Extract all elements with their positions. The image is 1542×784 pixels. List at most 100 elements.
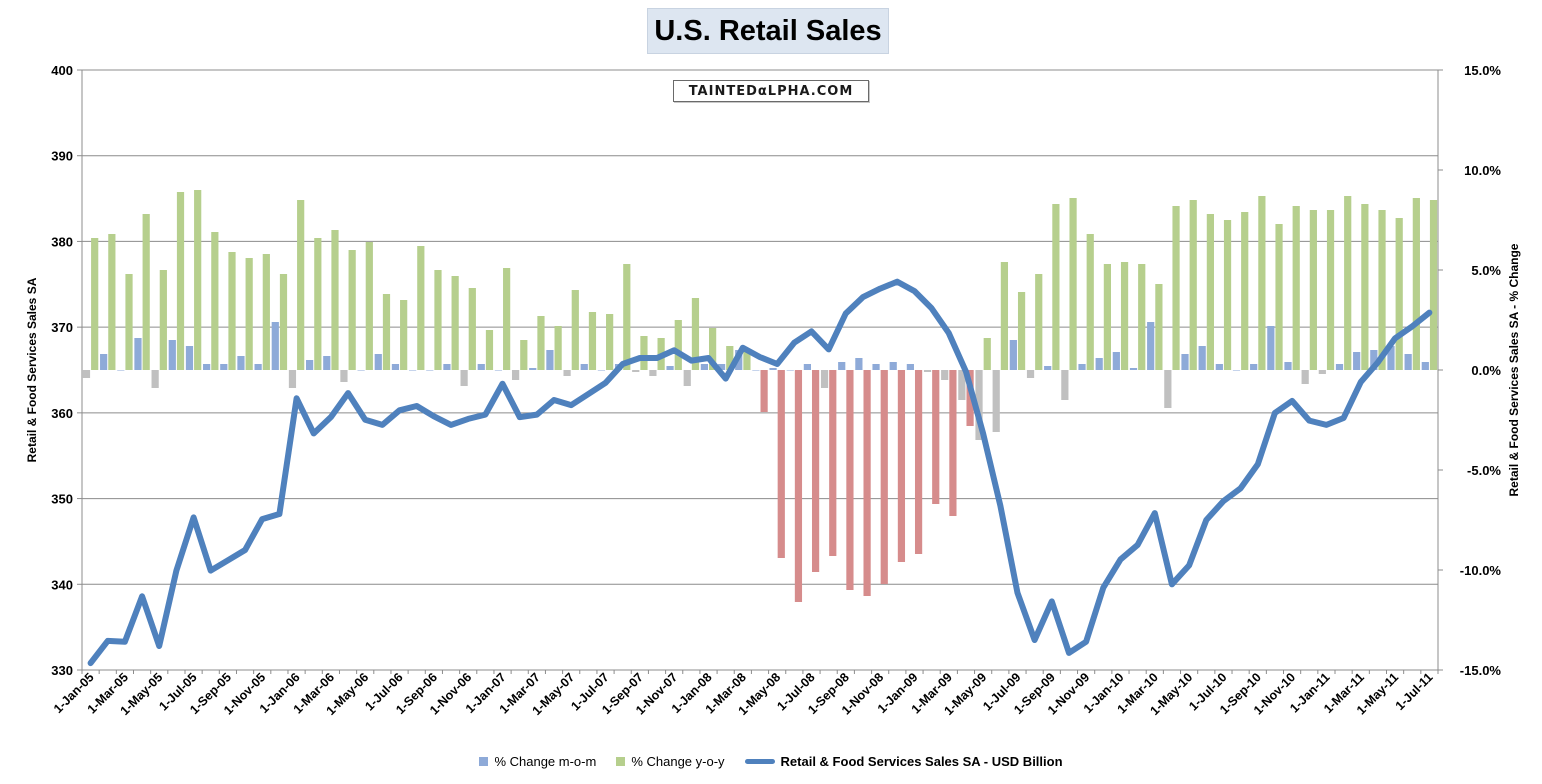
yoy-bar xyxy=(1326,210,1335,370)
sales-line xyxy=(87,278,1433,667)
yoy-bar xyxy=(691,298,700,370)
legend-label-yoy: % Change y-o-y xyxy=(631,753,725,769)
yoy-bar xyxy=(1429,200,1438,370)
left-axis-ticks: 330 340 350 360 370 380 390 400 xyxy=(51,63,82,678)
left-tick-label: 390 xyxy=(51,149,73,164)
yoy-bar xyxy=(674,320,682,370)
mom-bar xyxy=(168,340,176,370)
mom-bar xyxy=(203,364,211,370)
mom-bar xyxy=(254,364,262,370)
mom-bar xyxy=(117,370,125,371)
yoy-bar xyxy=(194,190,202,370)
yoy-bar xyxy=(1206,214,1214,370)
yoy-bar xyxy=(932,370,940,504)
legend-swatch-yoy xyxy=(616,756,626,766)
left-tick-label: 380 xyxy=(51,234,73,249)
right-tick-label: -5.0% xyxy=(1467,463,1501,478)
legend-label-level: Retail & Food Services Sales SA - USD Bi… xyxy=(780,753,1063,769)
right-axis-ticks: -15.0% -10.0% -5.0% 0.0% 5.0% 10.0% 15.0% xyxy=(1438,63,1501,678)
mom-bar xyxy=(82,370,91,378)
legend-item-yoy: % Change y-o-y xyxy=(616,753,725,769)
yoy-bar xyxy=(1292,206,1300,370)
mom-bar xyxy=(752,370,760,371)
yoy-bar xyxy=(1275,224,1283,370)
yoy-bar xyxy=(623,264,631,370)
yoy-bar xyxy=(914,370,923,554)
mom-bar xyxy=(511,370,520,380)
yoy-bar xyxy=(760,370,768,412)
yoy-bar xyxy=(1103,264,1112,370)
yoy-bar xyxy=(1155,284,1163,370)
left-tick-label: 330 xyxy=(51,663,73,678)
right-tick-label: -10.0% xyxy=(1460,563,1502,578)
watermark-box: TAINTEDαLPHA.COM xyxy=(673,80,869,102)
mom-bar xyxy=(1078,364,1086,370)
mom-bar xyxy=(597,370,606,371)
legend-item-level: Retail & Food Services Sales SA - USD Bi… xyxy=(744,753,1063,769)
mom-bar xyxy=(1318,370,1326,374)
mom-bar xyxy=(1164,370,1172,408)
yoy-bar xyxy=(880,370,888,584)
mom-bar xyxy=(443,364,451,370)
mom-bar xyxy=(1198,346,1206,370)
mom-bar xyxy=(820,370,829,388)
yoy-bar xyxy=(966,370,974,426)
yoy-bar xyxy=(159,270,167,370)
yoy-bar xyxy=(91,238,99,370)
yoy-bar xyxy=(846,370,854,590)
yoy-bar xyxy=(829,370,837,556)
mom-bar xyxy=(340,370,348,382)
yoy-bar xyxy=(125,274,133,370)
yoy-bar xyxy=(537,316,545,370)
mom-bar xyxy=(494,370,503,371)
yoy-bar xyxy=(1069,198,1077,370)
yoy-bar xyxy=(726,346,734,370)
mom-bar xyxy=(1387,346,1395,370)
yoy-bar xyxy=(211,232,219,370)
yoy-bar xyxy=(142,214,150,370)
legend-item-mom: % Change m-o-m xyxy=(479,754,596,769)
yoy-bar xyxy=(451,276,459,370)
yoy-bar xyxy=(1412,198,1420,370)
mom-bar xyxy=(872,364,880,370)
legend-label-mom: % Change m-o-m xyxy=(494,753,597,769)
mom-bar xyxy=(1284,362,1292,370)
mom-bar xyxy=(408,370,417,371)
mom-bar xyxy=(391,364,400,370)
mom-bar xyxy=(803,364,811,370)
sales-line-path xyxy=(87,278,1433,667)
yoy-bar xyxy=(348,250,356,370)
mom-bar xyxy=(185,346,194,370)
mom-bar xyxy=(1147,322,1155,370)
yoy-bar xyxy=(777,370,785,558)
yoy-bar xyxy=(554,326,562,370)
mom-bar xyxy=(546,350,554,370)
yoy-bar xyxy=(108,234,116,370)
left-tick-label: 350 xyxy=(51,492,73,507)
mom-bar xyxy=(1267,326,1275,370)
mom-bar xyxy=(838,362,846,370)
mom-bar xyxy=(700,364,709,370)
right-tick-label: 10.0% xyxy=(1464,163,1501,178)
yoy-bar xyxy=(1258,196,1266,370)
mom-bar xyxy=(683,370,691,386)
yoy-bar xyxy=(1361,204,1369,370)
mom-bar xyxy=(1232,370,1241,371)
yoy-bar xyxy=(1395,218,1403,370)
mom-bar xyxy=(906,364,914,370)
yoy-bar xyxy=(520,340,528,370)
yoy-bar xyxy=(1035,274,1043,370)
mom-bar xyxy=(151,370,159,388)
mom-bar xyxy=(374,354,382,370)
yoy-bar xyxy=(1241,212,1249,370)
yoy-bar xyxy=(897,370,906,562)
mom-bar xyxy=(237,356,245,370)
yoy-bar xyxy=(949,370,957,516)
yoy-bar xyxy=(314,238,322,370)
mom-bar xyxy=(1335,364,1344,370)
left-tick-label: 340 xyxy=(51,577,73,592)
mom-bar xyxy=(717,364,726,370)
yoy-bar xyxy=(1309,210,1317,370)
yoy-bars xyxy=(91,190,1438,602)
mom-bar xyxy=(855,358,863,370)
